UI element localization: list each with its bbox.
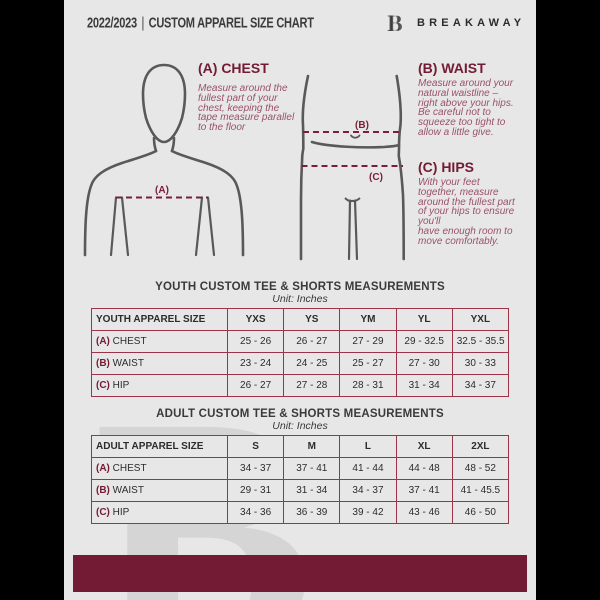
svg-text:(C): (C) [369, 172, 383, 183]
svg-text:(B): (B) [355, 120, 369, 131]
svg-text:(A): (A) [155, 185, 169, 196]
